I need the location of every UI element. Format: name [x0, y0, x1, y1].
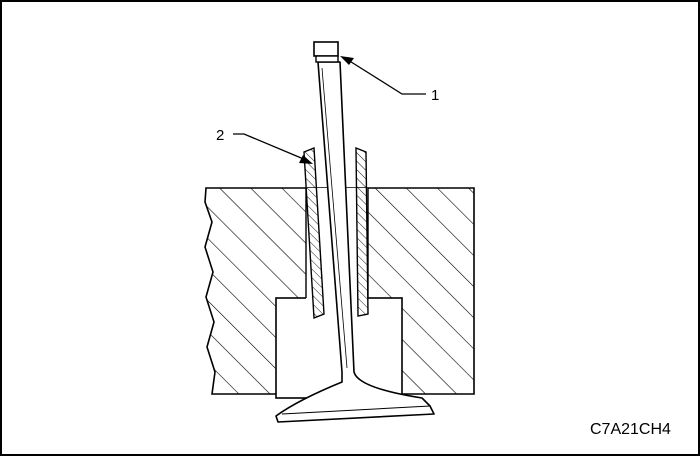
callout-2-label: 2: [216, 127, 224, 144]
figure-code: C7A21CH4: [590, 421, 671, 438]
callout-1: 1: [340, 56, 439, 104]
valve: [275, 61, 435, 423]
callout-2: 2: [216, 127, 313, 164]
valve-stem-tip: [313, 41, 339, 63]
valve-guide: [303, 146, 369, 320]
callout-1-label: 1: [431, 87, 439, 104]
